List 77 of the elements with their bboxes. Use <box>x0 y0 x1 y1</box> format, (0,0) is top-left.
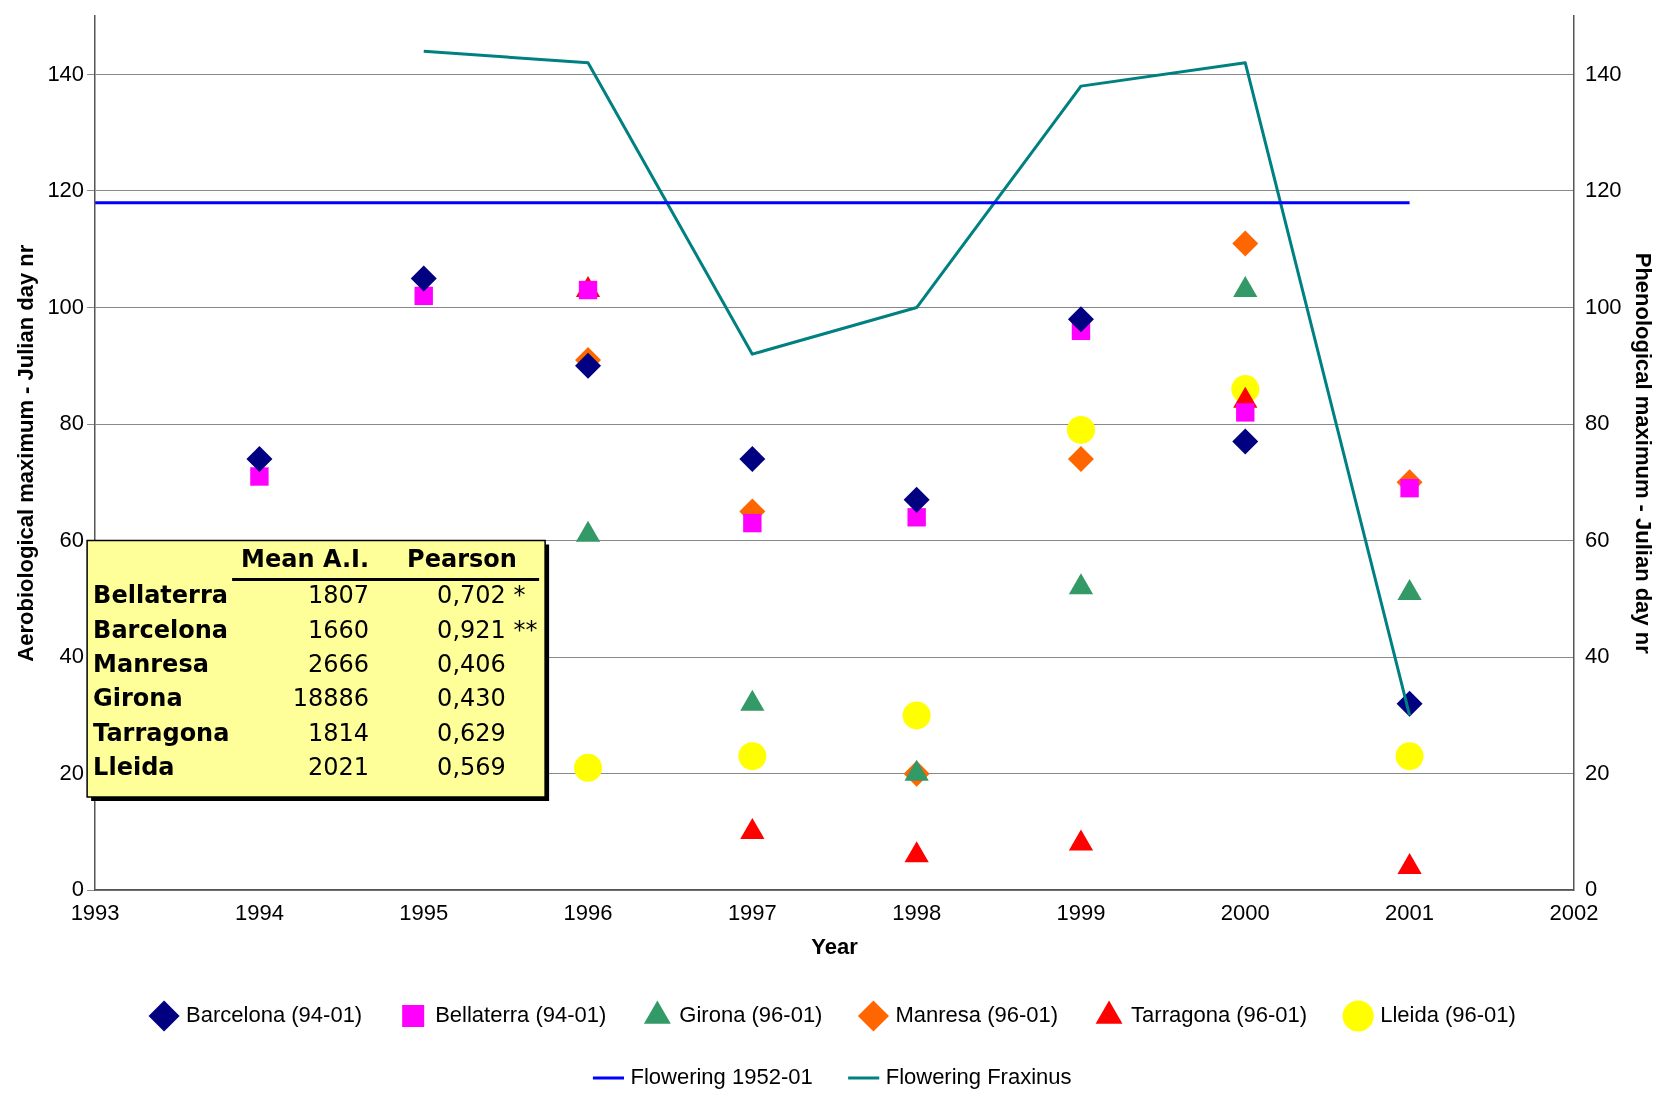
x-tick-label: 2001 <box>1385 900 1435 926</box>
x-axis-title: Year <box>811 933 859 959</box>
y2-tick-label: 120 <box>1584 177 1622 203</box>
y-axis-title: Aerobiological maximum - Julian day nr <box>13 244 39 662</box>
point <box>1232 230 1259 257</box>
y-tick-label: 20 <box>59 759 85 785</box>
annotation: Tarragona <box>93 718 230 747</box>
point <box>739 446 766 473</box>
point <box>1395 742 1424 771</box>
x-tick-label: 1998 <box>892 900 942 926</box>
annotation: 1814 <box>308 718 370 747</box>
x-tick-label: 1997 <box>727 900 777 926</box>
point <box>903 486 930 513</box>
legend-label: Girona (96-01) <box>679 1002 823 1028</box>
x-tick-label: 1995 <box>399 900 449 926</box>
annotation: Barcelona <box>93 615 228 644</box>
legend-label: Flowering 1952-01 <box>630 1064 813 1090</box>
x-tick-label: 2002 <box>1549 900 1599 926</box>
annotation: Mean A.I. <box>241 544 370 573</box>
x-tick-label: 1996 <box>563 900 613 926</box>
y-tick-label: 80 <box>59 410 85 436</box>
y2-tick-label: 40 <box>1584 643 1610 669</box>
x-tick-label: 2000 <box>1220 900 1270 926</box>
annotation: 18886 <box>292 684 370 713</box>
annotation: 0,629 <box>437 718 506 747</box>
legend-label: Tarragona (96-01) <box>1131 1002 1308 1028</box>
point <box>1400 478 1419 498</box>
annotation: 0,921 ** <box>437 615 538 644</box>
legend-label: Flowering Fraxinus <box>885 1064 1072 1090</box>
annotation: 2021 <box>308 752 370 781</box>
annotation: 0,430 <box>437 684 506 713</box>
legend-label: Barcelona (94-01) <box>186 1002 363 1028</box>
legend-label: Bellaterra (94-01) <box>435 1002 607 1028</box>
point <box>414 286 433 306</box>
annotation: Manresa <box>93 649 209 678</box>
y2-axis-title: Phenological maximum - Julian day nr <box>1630 252 1656 655</box>
y-tick-label: 120 <box>47 177 85 203</box>
annotation: Pearson <box>407 544 517 573</box>
annotation: Girona <box>93 684 183 713</box>
y-tick-label: 140 <box>47 60 85 86</box>
x-tick-label: 1999 <box>1056 900 1106 926</box>
legend-label: Manresa (96-01) <box>895 1002 1059 1028</box>
point <box>738 742 767 771</box>
annotation: 0,406 <box>437 649 506 678</box>
y2-tick-label: 80 <box>1584 410 1610 436</box>
y-tick-label: 40 <box>59 643 85 669</box>
y2-tick-label: 100 <box>1584 293 1622 319</box>
y2-tick-label: 0 <box>1584 876 1598 902</box>
annotation: Lleida <box>93 752 175 781</box>
point <box>902 701 931 730</box>
legend-label: Lleida (96-01) <box>1380 1002 1516 1028</box>
point <box>575 352 602 379</box>
point <box>574 753 603 782</box>
y2-tick-label: 140 <box>1584 60 1622 86</box>
point <box>907 508 926 527</box>
x-tick-label: 1994 <box>234 900 284 926</box>
annotation: 1660 <box>308 615 370 644</box>
point <box>250 467 269 486</box>
y2-tick-label: 60 <box>1584 526 1610 552</box>
y-tick-label: 0 <box>71 876 85 902</box>
annotation: 0,569 <box>437 752 506 781</box>
y-tick-label: 60 <box>59 526 85 552</box>
point <box>1066 415 1095 444</box>
x-tick-label: 1993 <box>70 900 120 926</box>
y-tick-label: 100 <box>47 293 85 319</box>
point <box>1067 306 1094 333</box>
point <box>1236 403 1255 422</box>
point <box>1232 428 1259 455</box>
point <box>743 513 762 533</box>
annotation: 0,702 * <box>437 581 526 610</box>
point <box>410 265 437 292</box>
y2-tick-label: 20 <box>1584 759 1610 785</box>
point <box>246 446 273 473</box>
annotation: 1807 <box>308 581 370 610</box>
annotation: Bellaterra <box>93 581 228 610</box>
annotation: 2666 <box>308 649 370 678</box>
point <box>1067 446 1094 473</box>
